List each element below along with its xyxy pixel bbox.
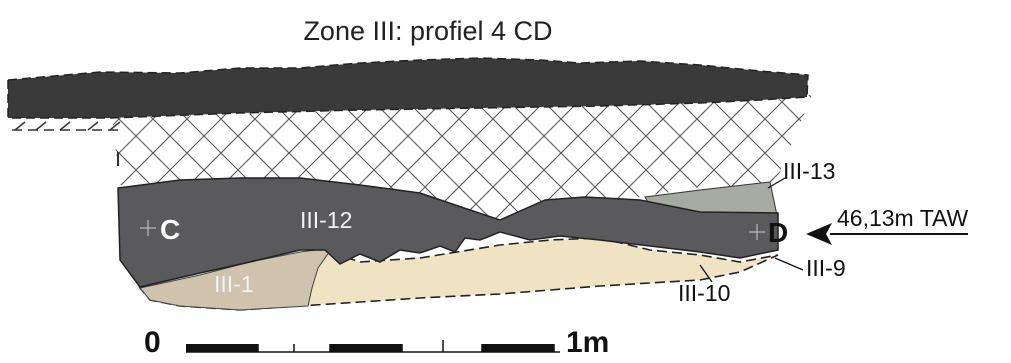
layer-label-iii-9: III-9 xyxy=(806,255,846,281)
dark-gray-layer xyxy=(117,177,779,288)
layer-label-iii-13: III-13 xyxy=(783,158,835,184)
scale-bar-ticks xyxy=(186,340,560,353)
hatched-layer xyxy=(112,95,812,220)
scale-start-label: 0 xyxy=(144,326,161,359)
layer-label-iii-12: III-12 xyxy=(300,207,352,233)
layer-label-iii-10: III-10 xyxy=(678,280,730,306)
leader-iii-9 xyxy=(774,257,804,271)
reference-cross-c xyxy=(140,220,156,236)
reference-cross-d xyxy=(749,224,765,240)
leader-iii-10 xyxy=(699,264,713,283)
scale-end-label: 1m xyxy=(566,326,609,359)
dark-top-layer xyxy=(7,57,809,119)
point-label-c: C xyxy=(160,214,180,245)
diagram-title: Zone III: profiel 4 CD xyxy=(303,16,552,46)
elevation-arrow-head xyxy=(806,223,832,245)
layer-label-iii-1: III-1 xyxy=(214,271,254,297)
surface-ticks xyxy=(14,121,121,131)
point-label-d: D xyxy=(768,217,788,248)
elevation-label: 46,13m TAW xyxy=(837,205,969,231)
leader-iii-13 xyxy=(767,177,786,189)
